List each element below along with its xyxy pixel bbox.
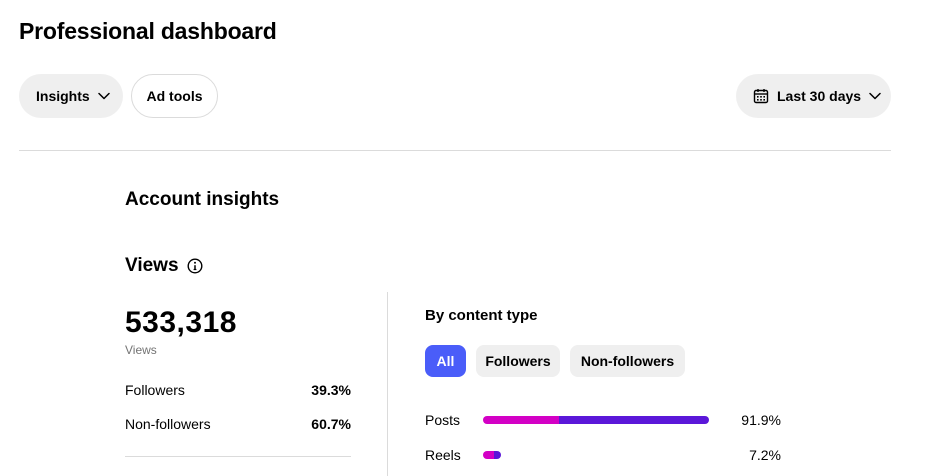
content-type-bar (483, 451, 501, 459)
by-content-type-title: By content type (425, 307, 538, 324)
views-heading: Views (125, 255, 203, 277)
non-followers-split-value: 60.7% (311, 416, 351, 432)
page-title: Professional dashboard (19, 18, 277, 44)
chevron-down-icon (97, 92, 110, 100)
followers-split-value: 39.3% (311, 382, 351, 398)
content-type-value: 91.9% (741, 412, 781, 428)
followers-split-row: Followers 39.3% (125, 382, 351, 398)
content-type-bar-track (483, 416, 709, 424)
split-divider (125, 456, 351, 457)
content-type-row-reels: Reels 7.2% (425, 445, 781, 465)
followers-segment (483, 416, 559, 424)
filter-followers-chip[interactable]: Followers (476, 345, 560, 377)
non-followers-segment (493, 451, 501, 459)
filter-all-chip[interactable]: All (425, 345, 466, 377)
header-divider (19, 150, 891, 151)
non-followers-split-label: Non-followers (125, 416, 211, 432)
views-heading-label: Views (125, 255, 179, 276)
date-range-label: Last 30 days (777, 88, 862, 104)
non-followers-split-row: Non-followers 60.7% (125, 416, 351, 432)
filter-non-followers-chip[interactable]: Non-followers (570, 345, 685, 377)
content-type-bar-track (483, 451, 709, 459)
views-total: 533,318 (125, 306, 237, 339)
content-type-value: 7.2% (749, 447, 781, 463)
insights-dropdown-label: Insights (36, 88, 90, 104)
date-range-dropdown[interactable]: Last 30 days (736, 74, 891, 118)
followers-split-label: Followers (125, 382, 185, 398)
column-divider (387, 292, 388, 476)
views-total-label: Views (125, 343, 157, 357)
insights-dropdown[interactable]: Insights (19, 74, 123, 118)
content-type-bar (483, 416, 709, 424)
content-type-label: Reels (425, 447, 461, 463)
content-type-label: Posts (425, 412, 461, 428)
content-type-row-posts: Posts 91.9% (425, 410, 781, 430)
account-insights-title: Account insights (125, 189, 280, 210)
ad-tools-label: Ad tools (146, 88, 203, 104)
chevron-down-icon (869, 92, 881, 100)
followers-segment (483, 451, 494, 459)
calendar-icon (753, 89, 769, 104)
non-followers-segment (558, 416, 709, 424)
info-icon[interactable] (187, 258, 203, 274)
ad-tools-button[interactable]: Ad tools (131, 74, 218, 118)
